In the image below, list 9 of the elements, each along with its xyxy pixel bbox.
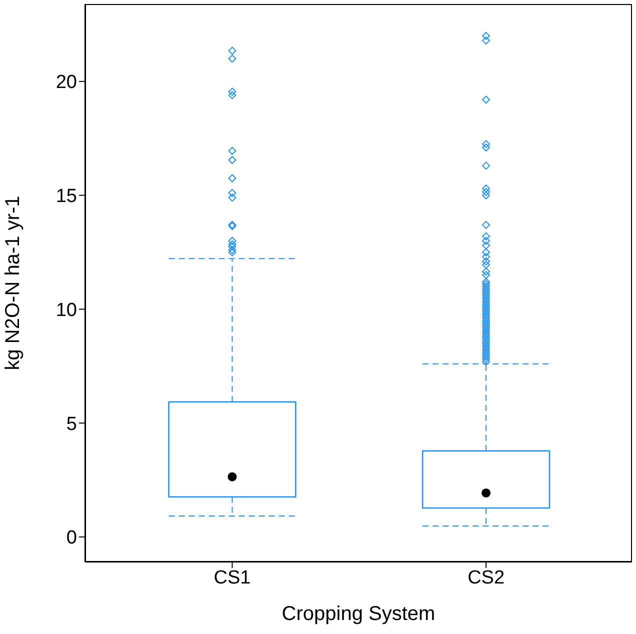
y-tick-label: 0 [66,528,77,549]
y-tick-label: 5 [66,414,77,435]
y-tick-label: 15 [56,186,77,208]
x-tick-label: CS2 [468,567,505,588]
y-tick-label: 20 [56,72,77,94]
x-tick-label: CS1 [214,567,251,588]
y-axis-title: kg N2O-N ha-1 yr-1 [2,196,24,370]
y-tick-label: 10 [56,300,77,321]
x-axis-title: Cropping System [282,603,436,625]
